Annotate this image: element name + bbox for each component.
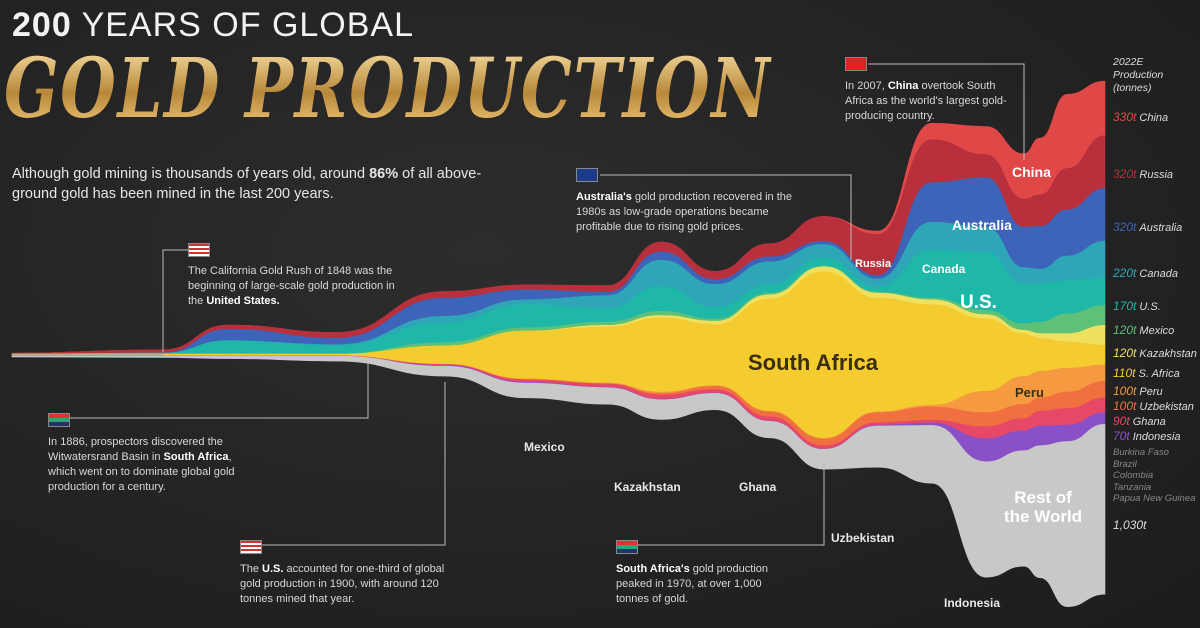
annotation-leader-line xyxy=(60,362,369,419)
legend-value: 110t xyxy=(1113,366,1136,380)
title-line1: 200 YEARS OF GLOBAL xyxy=(12,6,415,44)
annotation-leader-line xyxy=(262,382,446,546)
legend-item: 120t Kazakhstan xyxy=(1113,346,1197,361)
legend-item: 100t Uzbekistan xyxy=(1113,399,1194,414)
legend-value: 320t xyxy=(1113,220,1137,234)
label-russia: Russia xyxy=(855,258,892,270)
annotation-us-1848: The California Gold Rush of 1848 was the… xyxy=(188,265,395,307)
label-us: U.S. xyxy=(960,292,997,313)
legend-name: Indonesia xyxy=(1132,431,1181,443)
legend-value: 90t xyxy=(1113,414,1130,428)
legend-value: 120t xyxy=(1113,346,1137,360)
legend-value: 330t xyxy=(1113,110,1137,124)
label-kazakhstan: Kazakhstan xyxy=(614,480,681,494)
annotation-leader-line xyxy=(162,249,200,352)
legend-value: 220t xyxy=(1113,266,1137,280)
annotation-leader-line xyxy=(600,174,852,260)
legend-item: 170t U.S. xyxy=(1113,299,1161,314)
annotation-australia: Australia's gold production recovered in… xyxy=(576,191,793,233)
legend-name: S. Africa xyxy=(1138,368,1180,380)
legend-minor-countries: Burkina Faso Brazil Colombia Tanzania Papua … xyxy=(1113,447,1196,504)
legend-rest-value: 1,030t xyxy=(1113,518,1147,532)
label-indonesia: Indonesia xyxy=(944,596,1001,610)
legend-value: 70t xyxy=(1113,429,1130,443)
china-flag-icon xyxy=(845,57,867,71)
legend-value: 320t xyxy=(1113,167,1137,181)
annotation-china: In 2007, China overtook South Africa as … xyxy=(845,80,1007,122)
annotation-leader-line xyxy=(868,63,1025,160)
annotation-us-1900: The U.S. accounted for one-third of glob… xyxy=(240,563,445,605)
legend-header: 2022E Production (tonnes) xyxy=(1113,56,1164,94)
legend-name: Canada xyxy=(1139,268,1178,280)
annotation-leader-line xyxy=(638,460,825,546)
legend-name: Russia xyxy=(1139,169,1174,181)
south-africa-flag-icon xyxy=(48,413,70,427)
legend-item: 100t Peru xyxy=(1113,384,1163,399)
legend-item: 330t China xyxy=(1113,110,1168,125)
label-ghana: Ghana xyxy=(739,480,777,494)
australia-flag-icon xyxy=(576,168,598,182)
legend-name: Australia xyxy=(1139,222,1183,234)
label-rest-of-world: Rest of the World xyxy=(1004,488,1083,526)
title-line2: GOLD PRODUCTION xyxy=(4,41,772,137)
label-peru: Peru xyxy=(1015,385,1044,400)
legend-name: Kazakhstan xyxy=(1139,348,1197,360)
legend-name: Mexico xyxy=(1139,325,1175,337)
annotation-sa-1886: In 1886, prospectors discovered the Witw… xyxy=(48,436,235,493)
label-uzbekistan: Uzbekistan xyxy=(831,531,895,545)
legend-item: 120t Mexico xyxy=(1113,323,1174,338)
legend-value: 100t xyxy=(1113,384,1137,398)
label-australia: Australia xyxy=(952,217,1012,233)
label-mexico: Mexico xyxy=(524,440,565,454)
south-africa-flag-icon xyxy=(616,540,638,554)
legend-item: 320t Russia xyxy=(1113,167,1173,182)
legend-name: Uzbekistan xyxy=(1139,401,1194,413)
legend-item: 220t Canada xyxy=(1113,266,1178,281)
legend-value: 100t xyxy=(1113,399,1137,413)
legend-name: U.S. xyxy=(1139,301,1161,313)
label-south-africa: South Africa xyxy=(748,350,878,375)
label-canada: Canada xyxy=(922,262,966,276)
legend-item: 110t S. Africa xyxy=(1113,366,1180,381)
us-flag-icon xyxy=(240,540,262,554)
legend-value: 170t xyxy=(1113,299,1137,313)
legend-item: 70t Indonesia xyxy=(1113,429,1180,444)
us-flag-icon xyxy=(188,243,210,257)
legend-item: 90t Ghana xyxy=(1113,414,1166,429)
legend-value: 120t xyxy=(1113,323,1137,337)
area-rest-of-the-world xyxy=(11,355,1106,607)
annotation-sa-1970: South Africa's gold production peaked in… xyxy=(616,563,768,605)
legend-item: 320t Australia xyxy=(1113,220,1182,235)
label-china: China xyxy=(1012,164,1051,180)
subtitle: Although gold mining is thousands of yea… xyxy=(12,166,482,202)
legend-name: Ghana xyxy=(1132,416,1166,428)
legend-name: China xyxy=(1139,112,1169,124)
legend-name: Peru xyxy=(1139,386,1163,398)
